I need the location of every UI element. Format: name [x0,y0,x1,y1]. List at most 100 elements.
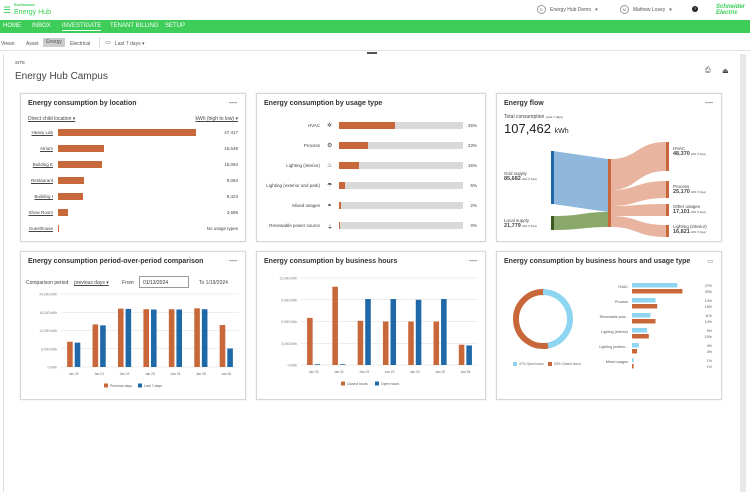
nav-setup[interactable]: SETUP [165,23,186,29]
bar-previous-days[interactable] [92,324,99,367]
mixed-icon: ⚭ [327,203,333,209]
usage-percent: 45% [467,123,477,128]
nav-investigate[interactable]: INVESTIGATE [62,23,102,31]
site-selector[interactable]: E Energy Hub Demo ▾ [537,5,598,14]
donut-slice-open-hours[interactable] [542,289,573,349]
bar-open-hours[interactable] [365,299,371,365]
bar-closed-hours[interactable] [632,319,656,324]
export-icon[interactable]: ⏏ [722,68,729,75]
comparison-period-select[interactable]: previous days ▾ [74,280,109,286]
bar-closed-hours[interactable] [458,344,465,365]
scrollbar[interactable] [740,54,746,492]
bar-open-hours[interactable] [632,298,656,303]
collapse-handle[interactable] [367,52,377,54]
x-tick-label: Jan 26 [460,370,470,374]
print-icon[interactable]: ⎙ [705,67,711,74]
bar-closed-hours[interactable] [632,334,649,339]
legend-label: 47% Open hours [519,362,544,366]
hamburger-menu-icon[interactable]: ☰ [3,5,12,15]
bar-open-hours[interactable] [441,299,447,365]
view-electrical[interactable]: Electrical [70,41,91,47]
help-icon[interactable]: ? [692,6,698,12]
bar-open-hours[interactable] [466,345,472,365]
ecostruxure-logo: EcoStruxure [14,3,35,7]
bar-last-7-days[interactable] [151,309,157,367]
target-name: HVAC [673,146,686,151]
usage-label: Process [303,143,320,148]
bar-last-7-days[interactable] [125,308,132,367]
from-date-input[interactable]: 01/13/2024 [139,276,189,288]
location-link[interactable]: Heavy Lab [31,130,53,135]
nav-home[interactable]: HOME [3,23,21,29]
category-label: Renewable pow... [600,315,628,319]
bar-last-7-days[interactable] [100,325,106,367]
usage-bar-track [339,202,463,209]
bar-open-hours[interactable] [632,328,648,333]
flow-local [553,212,608,230]
bar-last-7-days[interactable] [176,309,183,367]
bar-previous-days[interactable] [219,325,226,367]
usage-percent: 16% [467,163,477,168]
total-period: (Last 7 days) [545,115,564,119]
donut-slice-closed-hours[interactable] [513,289,549,349]
bar-open-hours[interactable] [632,358,634,363]
bar-open-hours[interactable] [415,299,422,365]
usage-bar-fill [339,122,395,129]
location-link[interactable]: Building I [34,194,53,199]
view-energy[interactable]: Energy [43,38,65,47]
bar-closed-hours[interactable] [332,286,338,365]
bar-last-7-days[interactable] [227,348,233,367]
calendar-icon: ▭ [105,40,111,46]
bar-previous-days[interactable] [117,308,124,367]
grouping-select[interactable]: Direct child location ▾ [28,116,76,122]
minimize-icon[interactable]: — [705,98,713,107]
bar-closed-hours[interactable] [433,321,440,366]
nav-inbox[interactable]: INBOX [32,23,51,29]
bar-previous-days[interactable] [194,308,200,367]
bar-closed-hours[interactable] [307,317,313,365]
bar-closed-hours[interactable] [632,364,634,369]
bar-open-hours[interactable] [390,299,397,365]
bar-previous-days[interactable] [67,341,73,367]
location-link[interactable]: Building E [32,162,53,167]
user-menu[interactable]: M Mathew Losey ▾ [620,5,672,14]
divider [99,37,100,48]
bar-closed-hours[interactable] [632,304,658,309]
percent-label: 4% [707,344,713,348]
sort-select[interactable]: kWh (high to low) ▾ [195,116,238,122]
table-view-icon[interactable]: ▭ [707,259,713,265]
unit: kWh (7 days) [691,153,706,156]
bar-open-hours[interactable] [632,283,678,288]
location-link[interactable]: Guesthouse [28,226,53,231]
bar-open-hours[interactable] [314,364,321,365]
target-name: Process [673,184,690,189]
date-range-select[interactable]: Last 7 days ▾ [115,41,145,47]
x-tick-label: Jan 20 [309,370,319,374]
bar-previous-days[interactable] [143,309,149,367]
bar-closed-hours[interactable] [382,321,389,366]
bar-closed-hours[interactable] [632,349,638,354]
bar-open-hours[interactable] [632,343,639,348]
usage-label: Lighting (interior) [286,163,320,168]
location-link[interactable]: Show Room [28,210,53,215]
nav-tenant-billing[interactable]: TENANT BILLING [110,23,159,29]
location-value: 9,084 [226,178,238,183]
bar-last-7-days[interactable] [201,309,208,367]
bar-closed-hours[interactable] [632,289,683,294]
minimize-icon[interactable]: — [229,256,237,265]
percent-label: 11% [705,314,713,318]
view-asset[interactable]: Asset [26,41,39,47]
bar-previous-days[interactable] [168,309,175,367]
location-link[interactable]: Restaurant [30,178,53,183]
bar-last-7-days[interactable] [74,342,81,367]
bar-open-hours[interactable] [339,364,346,365]
location-link[interactable]: Atrium [39,146,53,151]
legend-swatch [375,381,379,386]
minimize-icon[interactable]: — [229,98,237,107]
bar-closed-hours[interactable] [357,320,364,365]
user-avatar: M [620,5,629,14]
bar-open-hours[interactable] [632,313,651,318]
bar-closed-hours[interactable] [408,321,414,366]
flow-hvac [611,142,666,190]
minimize-icon[interactable]: — [469,256,477,265]
